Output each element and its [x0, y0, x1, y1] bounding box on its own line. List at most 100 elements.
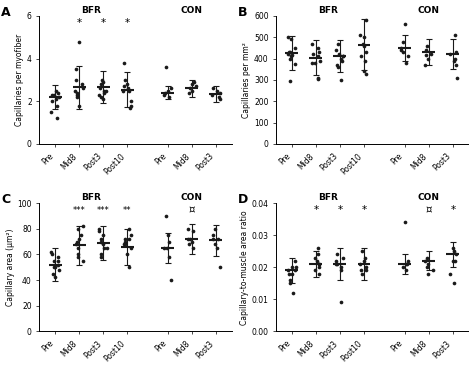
Point: [96, 86, 104, 92]
Point: [290, 290, 297, 296]
Point: [360, 68, 367, 74]
Text: ¤: ¤: [189, 205, 195, 215]
Point: [427, 51, 435, 57]
Point: [423, 47, 430, 53]
Point: [285, 270, 292, 276]
Point: [55, 267, 62, 273]
Point: [74, 251, 82, 257]
Y-axis label: Capillaries per mm²: Capillaries per mm²: [242, 42, 251, 118]
Point: [188, 239, 196, 245]
Point: [216, 90, 224, 96]
Point: [403, 261, 411, 267]
Point: [357, 268, 365, 273]
Text: ***: ***: [73, 206, 85, 215]
Text: BFR: BFR: [318, 193, 338, 202]
Point: [400, 264, 407, 270]
Point: [337, 268, 345, 273]
Point: [55, 258, 62, 264]
Point: [316, 264, 323, 270]
Point: [291, 258, 299, 264]
Text: C: C: [1, 193, 10, 206]
Point: [335, 51, 342, 57]
Point: [164, 232, 172, 238]
Point: [315, 245, 322, 251]
Point: [335, 64, 342, 70]
Text: BFR: BFR: [81, 193, 101, 202]
Point: [128, 98, 135, 104]
Point: [452, 251, 460, 257]
Point: [286, 277, 293, 283]
Point: [165, 239, 173, 245]
Point: [356, 261, 364, 267]
Text: *: *: [76, 18, 82, 28]
Point: [103, 245, 111, 251]
Point: [120, 241, 128, 247]
Point: [213, 88, 220, 94]
Point: [49, 270, 56, 276]
Point: [127, 245, 135, 251]
Point: [314, 76, 322, 82]
Point: [362, 268, 370, 273]
Point: [363, 70, 370, 76]
Point: [99, 241, 107, 247]
Point: [188, 81, 196, 87]
Point: [339, 54, 347, 59]
Point: [97, 236, 105, 242]
Point: [48, 251, 55, 257]
Point: [163, 213, 170, 219]
Point: [97, 254, 105, 260]
Point: [450, 58, 458, 64]
Point: [361, 58, 368, 64]
Point: [165, 94, 173, 100]
Point: [402, 60, 410, 66]
Point: [450, 248, 458, 254]
Point: [449, 258, 456, 264]
Point: [360, 34, 368, 40]
Point: [452, 32, 459, 38]
Point: [316, 261, 323, 267]
Text: D: D: [238, 193, 248, 206]
Text: BFR: BFR: [318, 6, 338, 15]
Point: [98, 239, 105, 245]
Point: [55, 94, 63, 100]
Point: [187, 86, 194, 92]
Text: *: *: [100, 18, 106, 28]
Point: [362, 264, 369, 270]
Point: [209, 236, 217, 242]
Point: [337, 77, 345, 83]
Point: [50, 92, 58, 98]
Text: *: *: [361, 205, 366, 215]
Point: [421, 62, 429, 68]
Point: [447, 51, 454, 57]
Point: [54, 254, 62, 260]
Point: [404, 54, 412, 59]
Point: [75, 103, 82, 108]
Text: **: **: [123, 206, 131, 215]
Point: [358, 270, 365, 276]
Point: [50, 258, 57, 264]
Point: [100, 90, 108, 96]
Point: [284, 51, 292, 57]
Point: [78, 81, 86, 87]
Point: [216, 264, 224, 270]
Point: [121, 236, 128, 242]
Point: [311, 255, 319, 261]
Point: [71, 88, 79, 94]
Point: [316, 58, 324, 64]
Point: [423, 264, 430, 270]
Point: [74, 226, 82, 232]
Point: [73, 92, 81, 98]
Point: [214, 236, 221, 242]
Point: [337, 264, 345, 270]
Text: ¤: ¤: [426, 205, 432, 215]
Text: ***: ***: [97, 206, 109, 215]
Point: [164, 88, 172, 94]
Point: [309, 41, 316, 46]
Point: [125, 226, 132, 232]
Text: *: *: [450, 205, 456, 215]
Text: B: B: [238, 6, 247, 19]
Text: CON: CON: [181, 6, 203, 15]
Point: [332, 261, 339, 267]
Point: [216, 96, 223, 102]
Point: [286, 78, 294, 84]
